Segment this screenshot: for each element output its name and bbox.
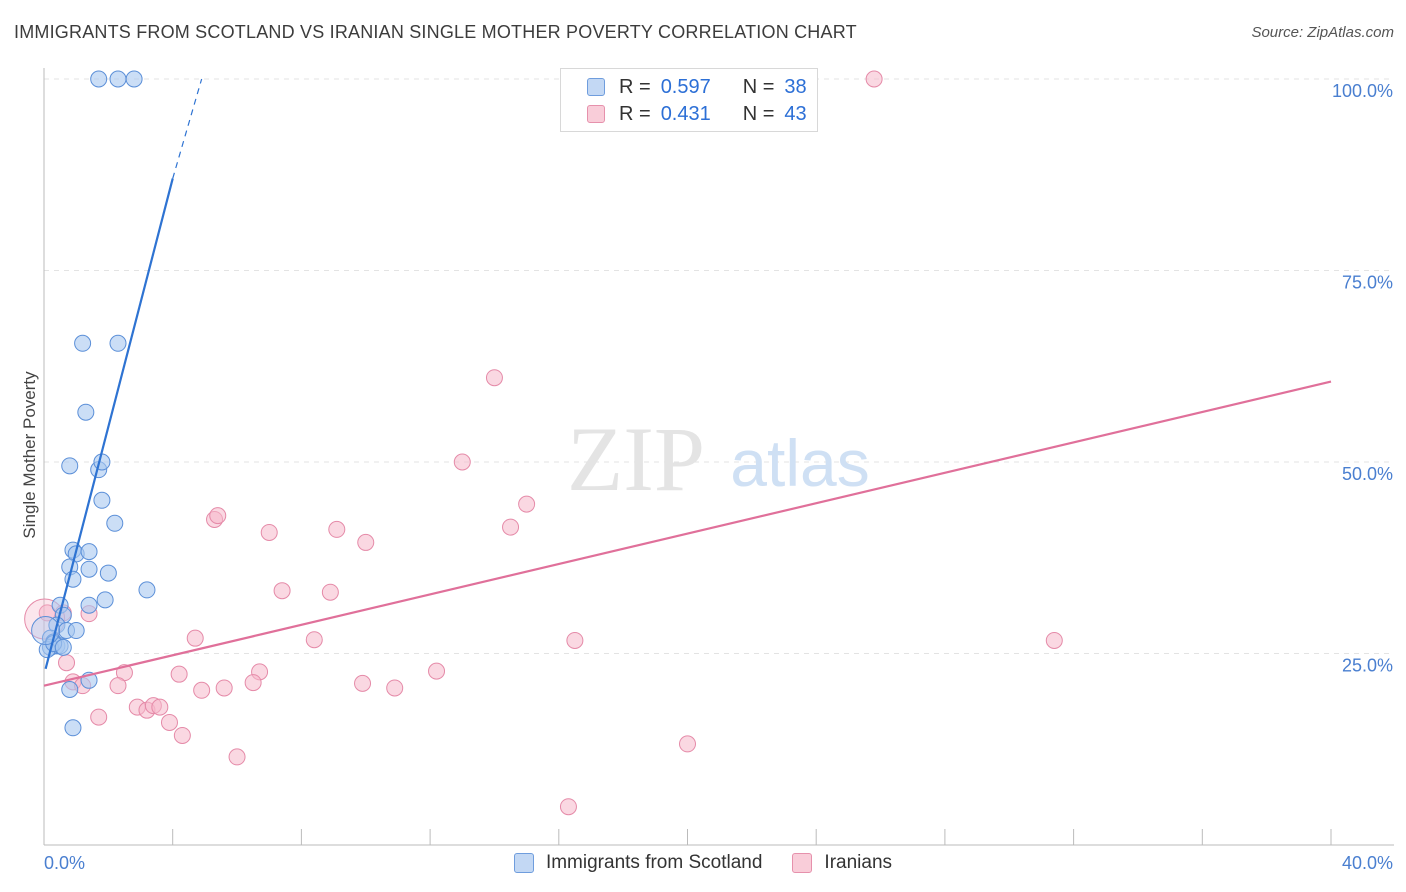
iranian-point (453, 453, 471, 471)
legend-label: Immigrants from Scotland (545, 852, 763, 873)
iranian-point (386, 679, 404, 697)
scotland-point (54, 638, 72, 656)
scotland-trend-line (44, 178, 174, 670)
legend-item-iranians[interactable]: Iranians (792, 852, 892, 874)
scotland-point (96, 591, 114, 609)
scotland-point (64, 719, 82, 737)
r-label: R = (619, 75, 651, 98)
iranian-point (566, 631, 584, 649)
iranian-point (109, 677, 127, 695)
axes (43, 68, 1394, 846)
source-credit: Source: ZipAtlas.com (1251, 24, 1394, 41)
iranian-point (186, 629, 204, 647)
scotland-point (138, 581, 156, 599)
n-value: 43 (784, 102, 807, 125)
correlation-legend: R = 0.597 N = 38 R = 0.431 N = 43 (560, 68, 818, 132)
iranian-point (209, 507, 227, 525)
scotland-point (93, 491, 111, 509)
tick-labels: 25.0% 50.0% 75.0% 100.0% 0.0% 40.0% (44, 81, 1393, 873)
legend-row-scotland: R = 0.597 N = 38 (587, 75, 807, 99)
watermark-atlas: atlas (730, 426, 869, 500)
iranian-point (865, 70, 883, 88)
iranian-point (357, 533, 375, 551)
iranian-point (273, 582, 291, 600)
scotland-swatch (513, 853, 534, 873)
legend-label: Iranians (824, 852, 893, 873)
iranian-point (502, 518, 520, 536)
x-tick-label: 40.0% (1342, 853, 1393, 873)
iranian-point (215, 679, 233, 697)
chart-title: IMMIGRANTS FROM SCOTLAND VS IRANIAN SING… (14, 22, 857, 42)
scotland-trend-extension (172, 78, 203, 179)
legend-row-iranians: R = 0.431 N = 43 (587, 102, 807, 126)
iranian-point (305, 631, 323, 649)
x-tick-label: 0.0% (44, 853, 85, 873)
iranian-point (170, 665, 188, 683)
scotland-point (125, 70, 143, 88)
iranians-points (24, 70, 1063, 816)
scotland-point (74, 334, 92, 352)
iranian-point (193, 681, 211, 699)
iranian-point (173, 726, 191, 744)
n-label: N = (742, 102, 775, 125)
iranian-swatch (792, 853, 813, 873)
iranian-point (58, 654, 76, 672)
iranian-point (354, 674, 372, 692)
iranian-point (260, 523, 278, 541)
scotland-point (61, 457, 79, 475)
iranian-trend-line (43, 380, 1332, 687)
iranian-point (518, 495, 536, 513)
n-value: 38 (784, 75, 807, 98)
trend-lines (43, 78, 1332, 687)
watermark: ZIP atlas (567, 408, 870, 510)
scotland-point (90, 70, 108, 88)
iranian-point (485, 369, 503, 387)
iranian-point (228, 748, 246, 766)
scotland-point (106, 514, 124, 532)
scotland-point (93, 453, 111, 471)
r-value: 0.431 (660, 102, 711, 125)
y-tick-label: 100.0% (1332, 81, 1393, 101)
iranian-point (321, 583, 339, 601)
iranian-point (679, 735, 696, 753)
n-label: N = (742, 75, 775, 98)
iranian-point (90, 708, 108, 726)
scotland-point (77, 403, 95, 421)
y-tick-label: 25.0% (1342, 656, 1393, 676)
iranian-point (1045, 631, 1063, 649)
scotland-point (80, 560, 98, 578)
iranian-point (244, 674, 262, 692)
scotland-point (67, 622, 85, 640)
y-tick-label: 75.0% (1342, 273, 1393, 293)
r-value: 0.597 (660, 75, 711, 98)
scotland-point (99, 564, 117, 582)
iranian-point (160, 713, 178, 731)
scotland-point (109, 334, 127, 352)
series-legend: Immigrants from Scotland Iranians (0, 852, 1406, 874)
scotland-point (80, 596, 98, 614)
iranian-point (151, 698, 169, 716)
y-tick-label: 50.0% (1342, 464, 1393, 484)
scotland-point (109, 70, 127, 88)
legend-item-scotland[interactable]: Immigrants from Scotland (513, 852, 763, 874)
iranian-swatch (587, 105, 605, 123)
r-label: R = (619, 102, 651, 125)
scotland-point (80, 543, 98, 561)
scotland-swatch (587, 78, 605, 96)
iranian-point (328, 520, 346, 538)
iranian-point (428, 662, 446, 680)
scotland-points (31, 70, 156, 737)
grid-lines (44, 78, 1394, 654)
watermark-zip: ZIP (567, 408, 705, 510)
scotland-point (61, 681, 79, 699)
iranian-point (559, 798, 577, 816)
